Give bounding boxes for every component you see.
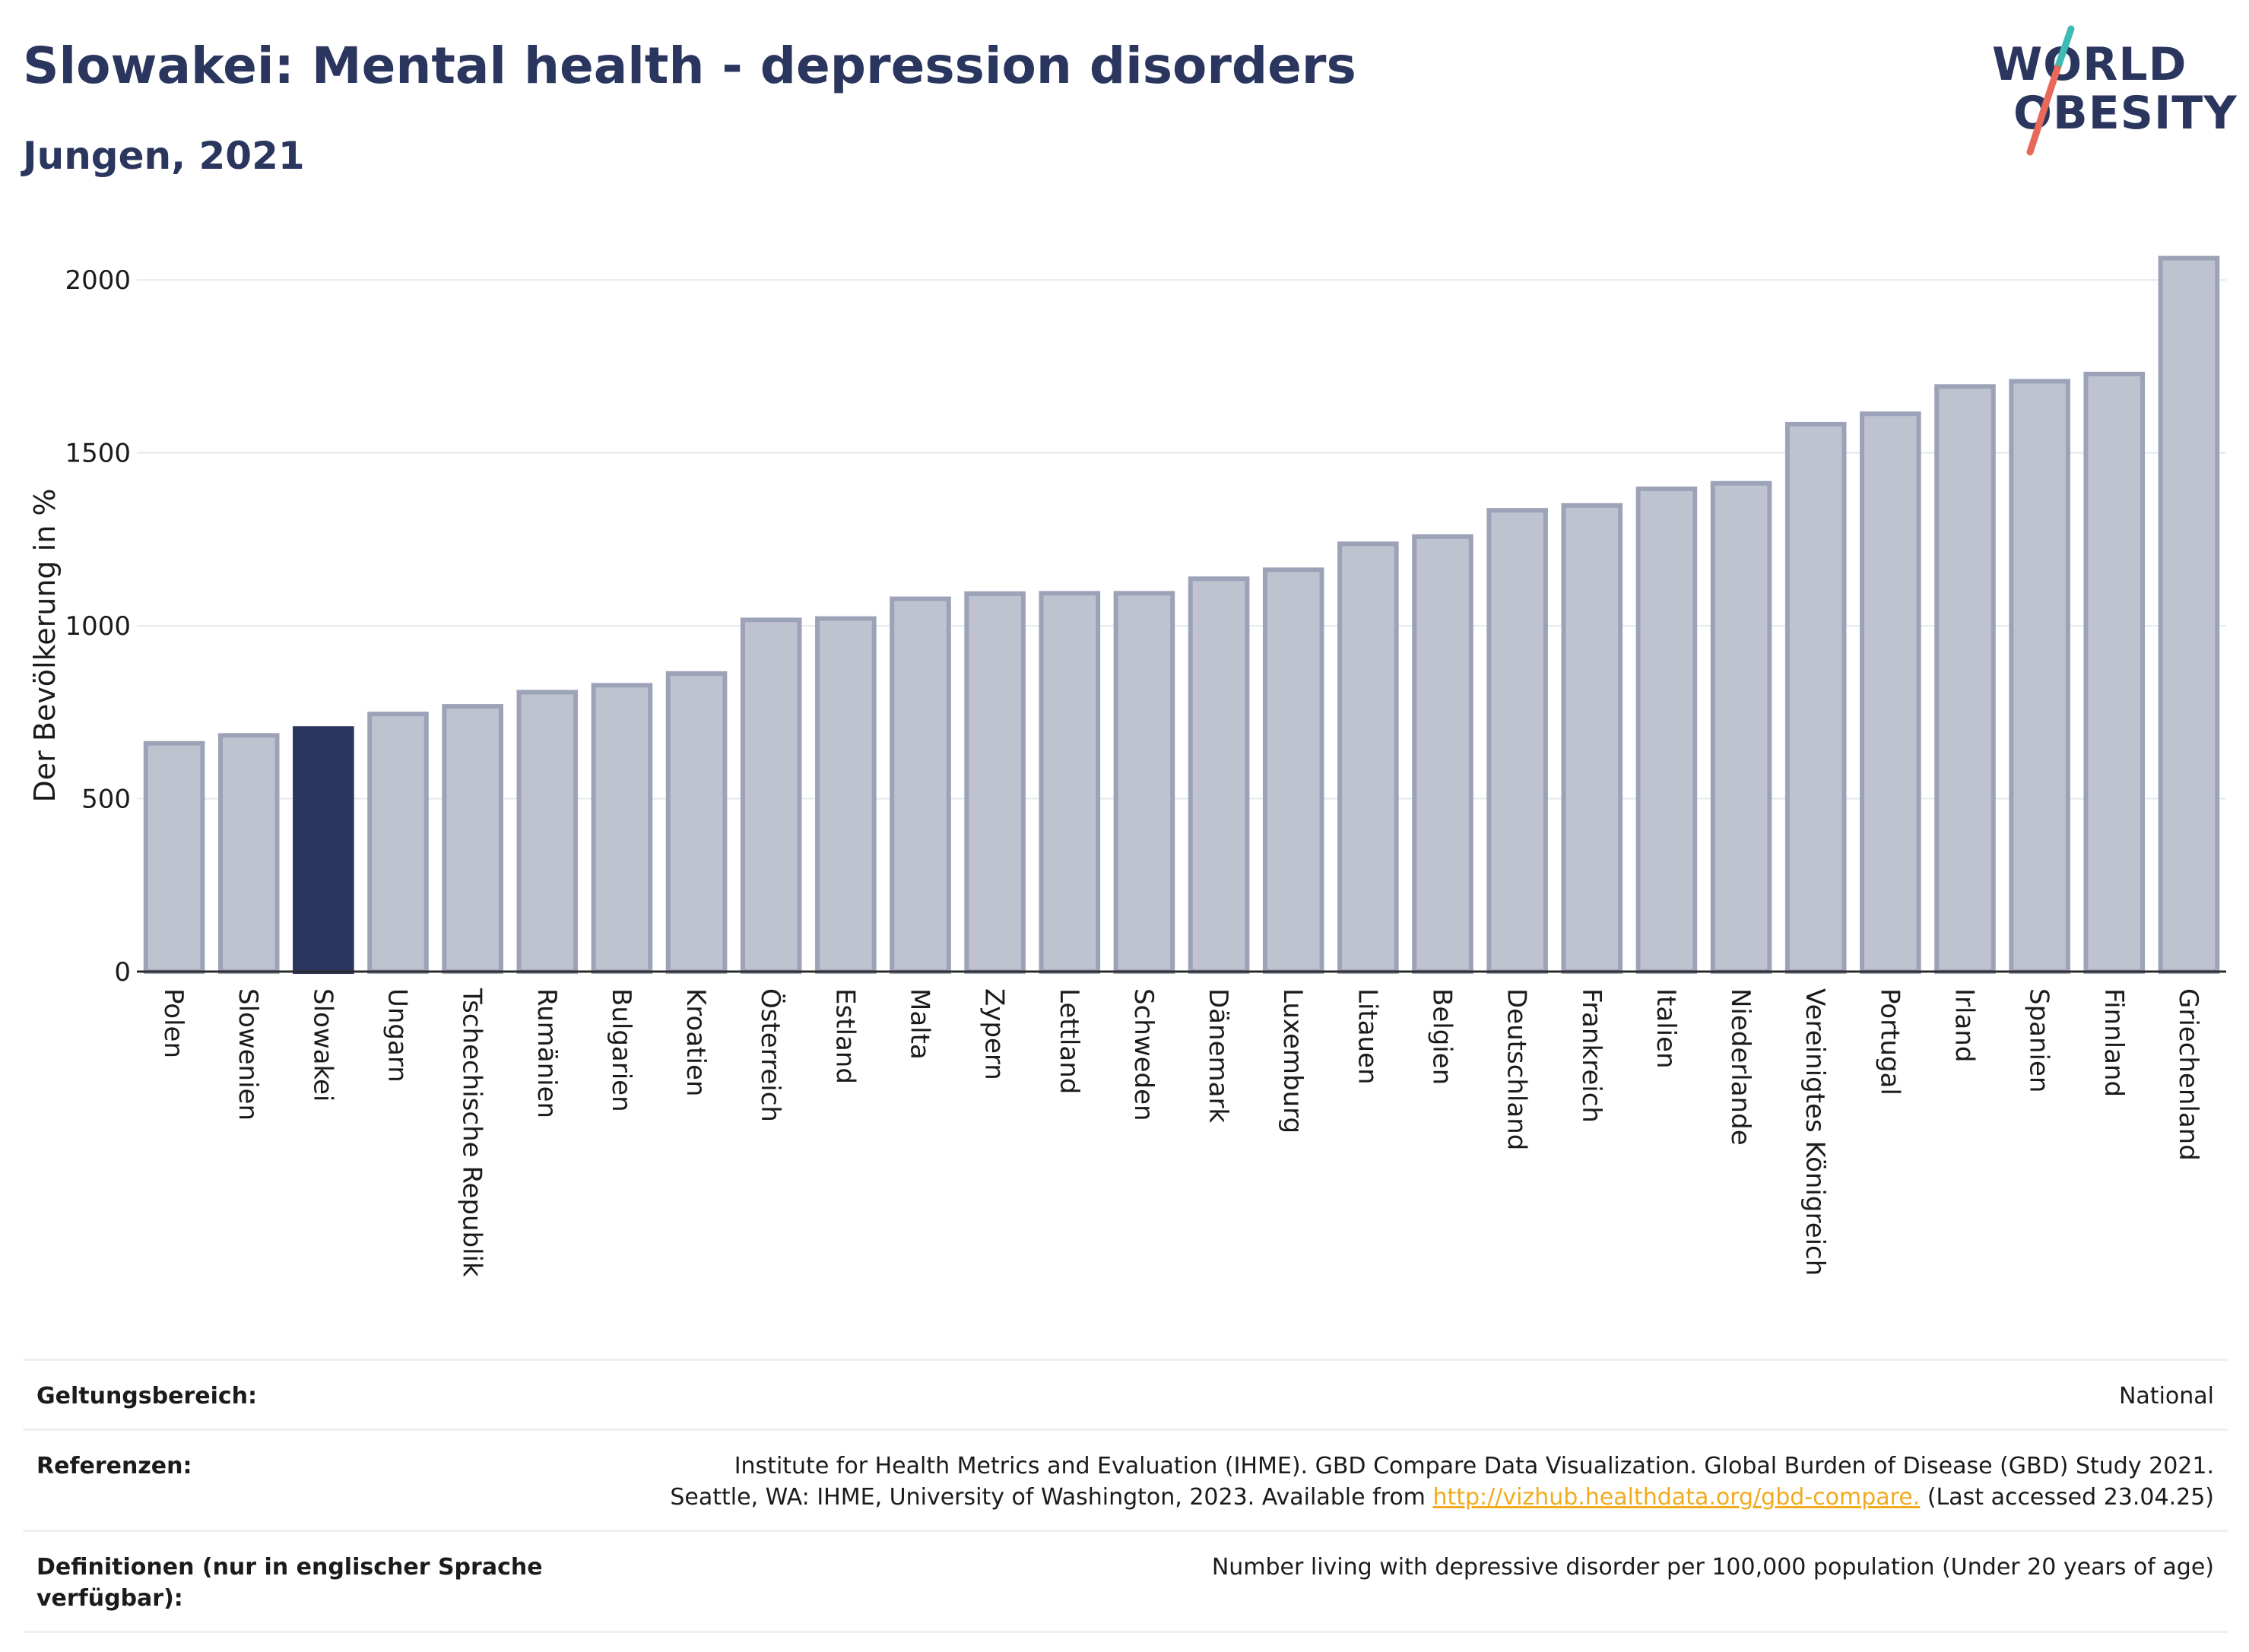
page-subtitle: Jungen, 2021 (23, 134, 305, 178)
x-tick-label: Finnland (2098, 988, 2129, 1097)
chart-footer: Geltungsbereich: National Referenzen: In… (23, 1359, 2228, 1633)
definitions-label: Definitionen (nur in englischer Sprache … (36, 1554, 543, 1612)
bar-0 (143, 740, 205, 974)
bar-12 (1039, 591, 1101, 975)
y-tick-label: 500 (81, 785, 131, 815)
page-title: Slowakei: Mental health - depression dis… (23, 36, 1356, 95)
x-tick-label: Zypern (979, 988, 1010, 1080)
bar-25 (2009, 379, 2070, 974)
x-tick-label: Belgien (1427, 988, 1458, 1085)
references-link[interactable]: http://vizhub.healthdata.org/gbd-compare… (1432, 1484, 1921, 1511)
bar-6 (591, 683, 653, 974)
bar-15 (1262, 567, 1324, 974)
logo-slash-icon (2026, 25, 2075, 156)
x-tick-label: Bulgarien (606, 988, 636, 1112)
references-line-2: Seattle, WA: IHME, University of Washing… (670, 1482, 2214, 1513)
bar-26 (2083, 371, 2146, 974)
x-tick-label: Malta (905, 988, 935, 1060)
x-tick-label: Lettland (1054, 988, 1084, 1094)
x-tick-label: Frankreich (1576, 988, 1607, 1123)
footer-row-references: Referenzen: Institute for Health Metrics… (23, 1428, 2228, 1530)
bar-1 (217, 733, 280, 974)
y-axis-label: Der Bevölkerung in % (28, 489, 62, 803)
definitions-value: Number living with depressive disorder p… (1211, 1554, 2214, 1581)
bar-20 (1635, 486, 1698, 975)
bar-5 (516, 690, 579, 975)
x-tick-label: Estland (829, 988, 860, 1084)
x-tick-label: Polen (158, 988, 189, 1058)
bar-4 (442, 704, 503, 974)
x-tick-label: Niederlande (1725, 988, 1756, 1146)
x-tick-label: Dänemark (1203, 988, 1233, 1123)
footer-row-definitions: Definitionen (nur in englischer Sprache … (23, 1530, 2228, 1633)
scope-label: Geltungsbereich: (36, 1383, 258, 1409)
bar-13 (1113, 591, 1175, 975)
bar-22 (1784, 421, 1847, 974)
bar-10 (890, 596, 951, 975)
x-tick-label: Spanien (2024, 988, 2054, 1092)
x-tick-label: Österreich (755, 988, 786, 1122)
y-tick-label: 1000 (65, 611, 131, 642)
bar-23 (1860, 411, 1921, 974)
x-tick-label: Portugal (1874, 988, 1905, 1096)
x-tick-label: Luxemburg (1277, 988, 1308, 1134)
bar-14 (1188, 576, 1250, 975)
x-tick-label: Griechenland (2173, 988, 2203, 1161)
references-line-1: Institute for Health Metrics and Evaluat… (734, 1453, 2214, 1479)
footer-row-scope: Geltungsbereich: National (23, 1359, 2228, 1428)
bar-19 (1561, 503, 1623, 974)
bar-3 (367, 712, 429, 974)
x-tick-label: Kroatien (680, 988, 711, 1096)
logo-word-1: WORLD (1992, 38, 2187, 91)
bar-21 (1710, 480, 1772, 975)
x-tick-label: Rumänien (531, 988, 562, 1118)
scope-value: National (2118, 1383, 2214, 1409)
references-line-2-post: (Last accessed 23.04.25) (1920, 1484, 2214, 1511)
bar-11 (964, 591, 1026, 974)
x-tick-label: Ungarn (382, 988, 413, 1083)
x-tick-label: Slowenien (233, 988, 263, 1121)
x-tick-label: Deutschland (1502, 988, 1532, 1150)
bar-chart: 0 500 1000 1500 2000 Der Bevölkerung in % Pole… (28, 255, 2226, 1277)
bar-8 (740, 617, 802, 974)
x-tick-label: Schweden (1128, 988, 1159, 1121)
references-label: Referenzen: (36, 1453, 192, 1479)
bar-27 (2158, 255, 2220, 974)
x-tick-label: Vereinigtes Königreich (1800, 988, 1830, 1276)
references-value: Institute for Health Metrics and Evaluat… (670, 1451, 2214, 1513)
x-tick-label: Italien (1651, 988, 1681, 1069)
y-tick-label: 1500 (65, 439, 131, 469)
x-tick-label: Slowakei (307, 988, 338, 1102)
y-tick-label: 2000 (65, 265, 131, 296)
bar-9 (815, 616, 877, 974)
bar-2 (293, 726, 354, 974)
world-obesity-logo: WORLD OBESITY (1984, 23, 2237, 160)
y-tick-label: 0 (114, 957, 131, 988)
bar-24 (1934, 384, 1996, 975)
references-line-2-pre: Seattle, WA: IHME, University of Washing… (670, 1484, 1433, 1511)
x-tick-label: Irland (1949, 988, 1980, 1062)
bar-18 (1486, 508, 1548, 974)
bar-17 (1412, 534, 1473, 974)
x-tick-label: Tschechische Republik (457, 988, 487, 1277)
bar-16 (1337, 541, 1399, 974)
bar-7 (665, 671, 728, 975)
x-tick-label: Litauen (1352, 988, 1382, 1085)
